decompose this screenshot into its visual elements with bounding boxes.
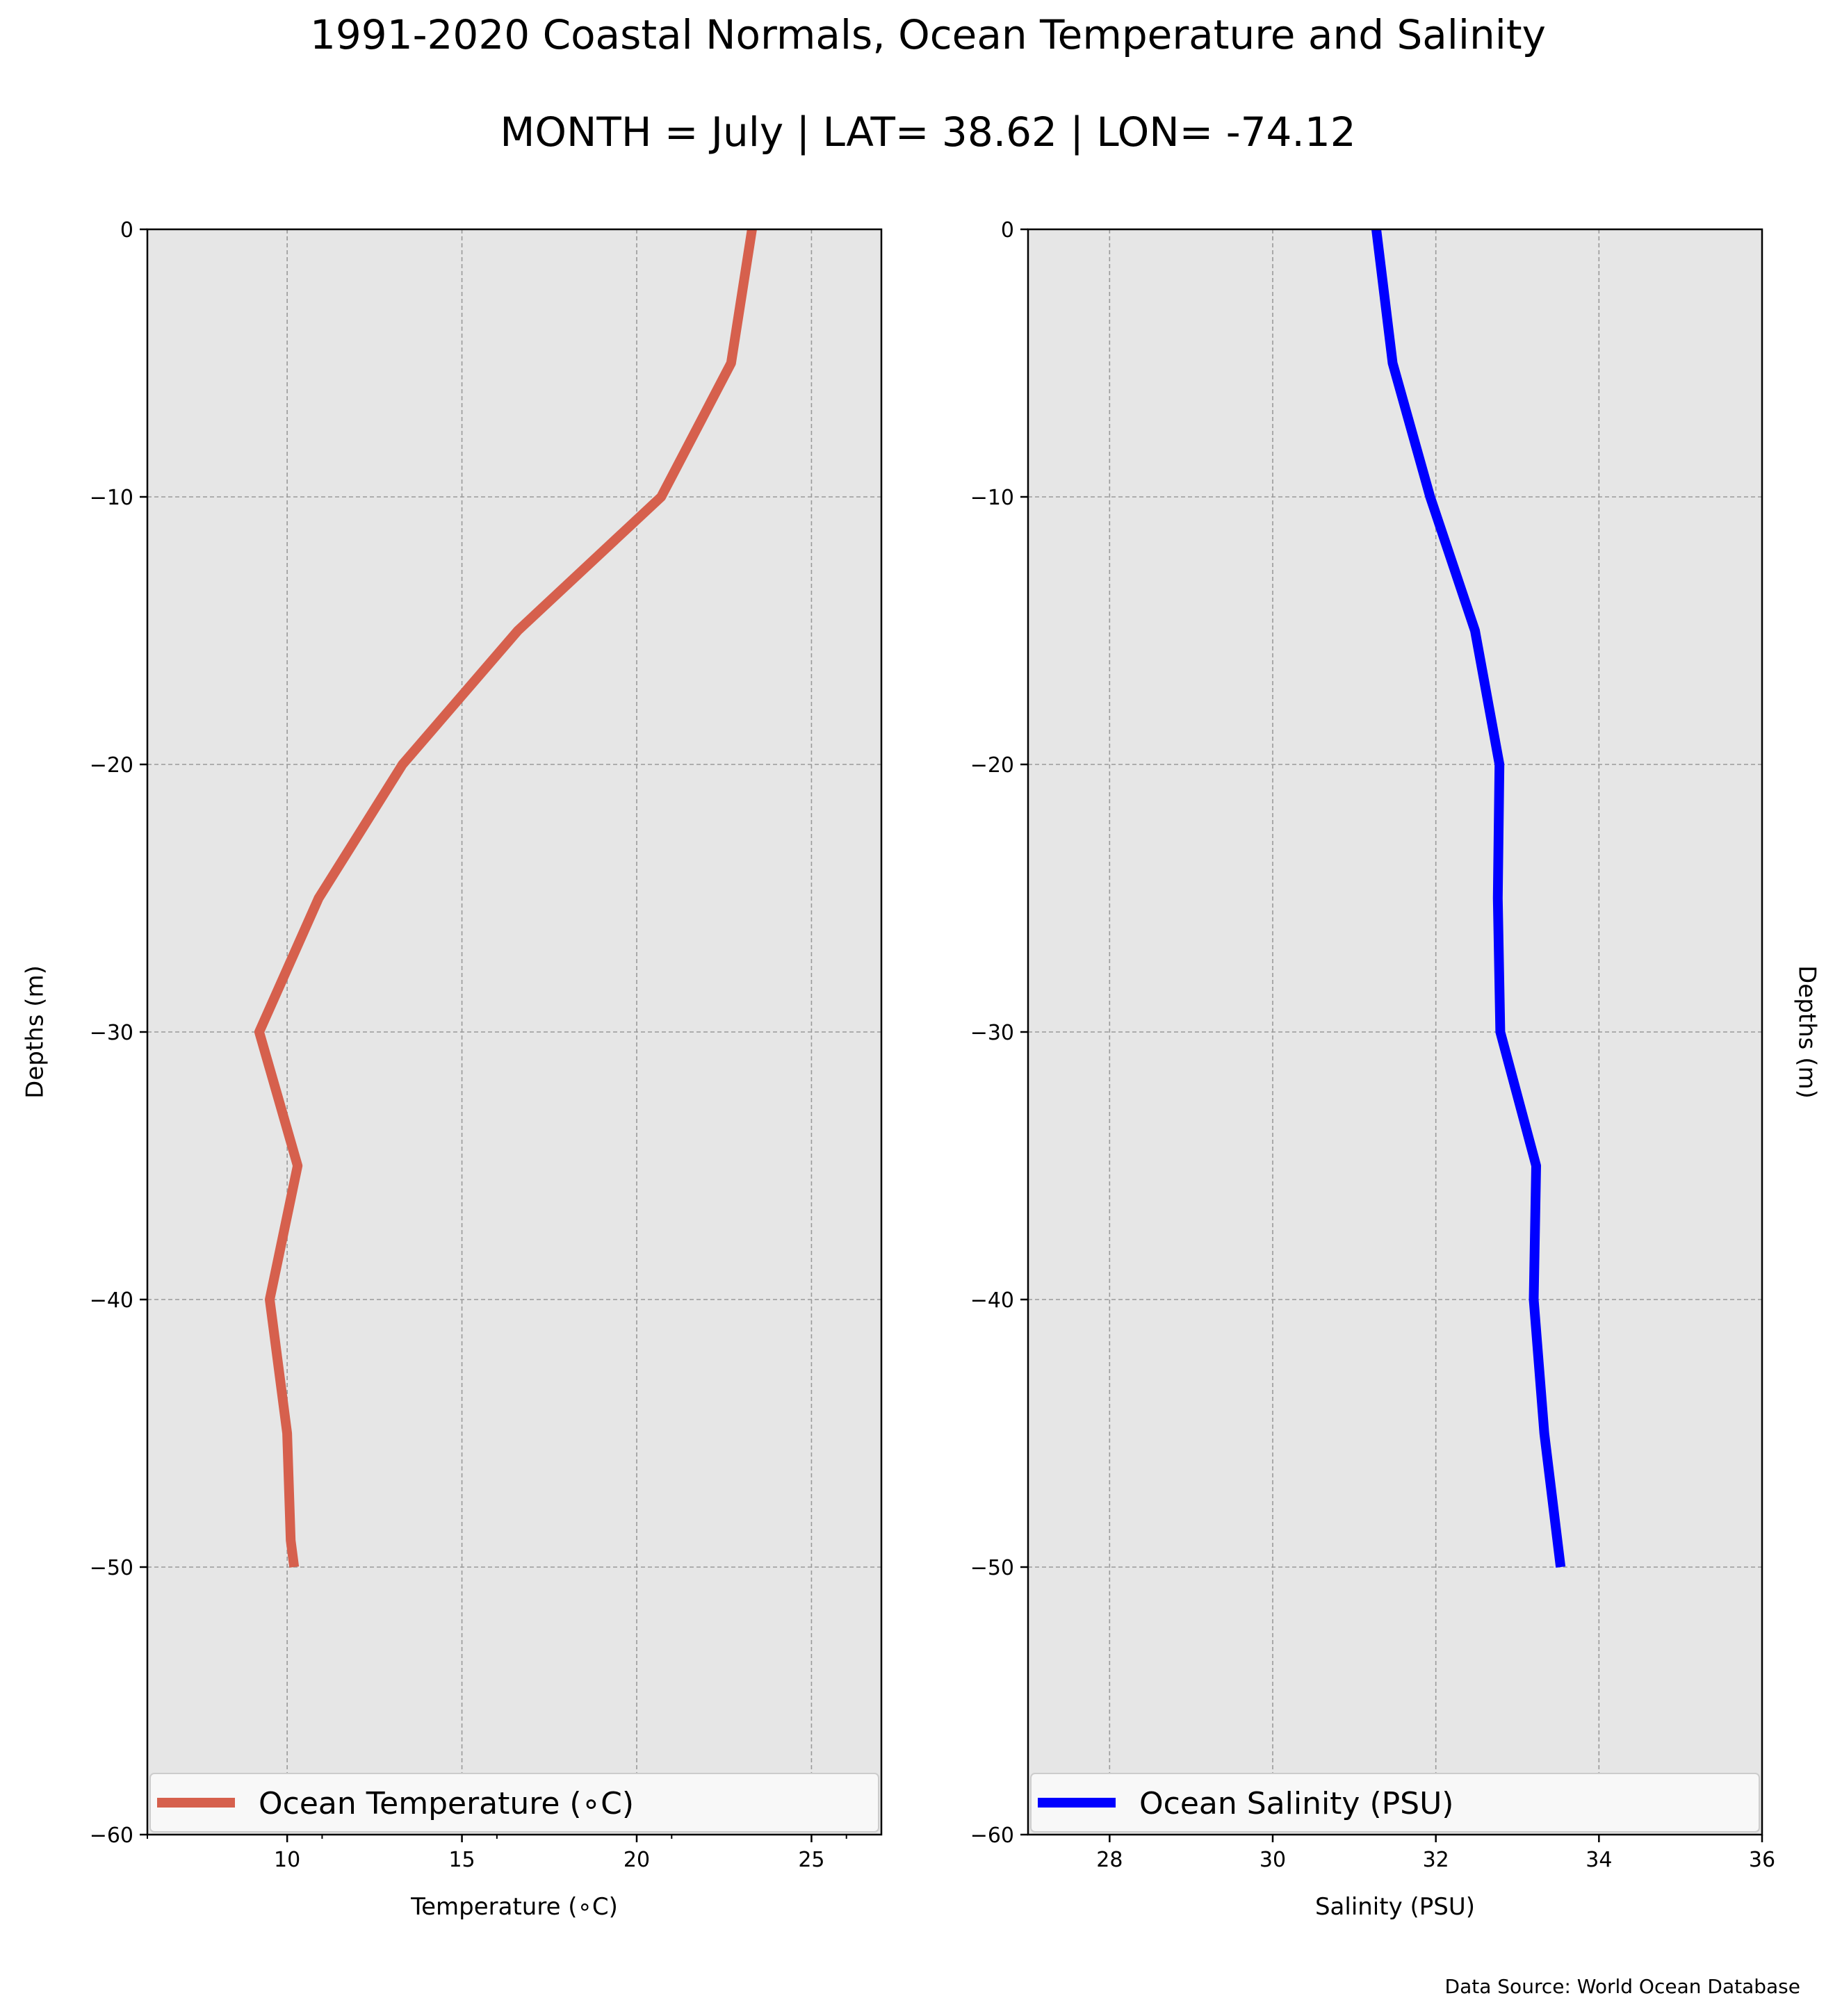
x-tick-label: 25 [798, 1848, 824, 1872]
y-tick-label: −20 [970, 753, 1014, 778]
x-tick-label: 28 [1096, 1848, 1123, 1872]
temperature-panel: Ocean Temperature (∘C) 0 −10 −20 −30 −40 −50 −6… [22, 218, 883, 1921]
legend-label: Ocean Temperature (∘C) [259, 1786, 634, 1821]
y-tick-label: −30 [970, 1021, 1014, 1045]
plot-background [1028, 229, 1762, 1835]
x-axis-label: Salinity (PSU) [1315, 1893, 1475, 1921]
legend-box [149, 1773, 879, 1833]
legend: Ocean Salinity (PSU) [1030, 1773, 1760, 1833]
legend-label: Ocean Salinity (PSU) [1139, 1786, 1453, 1821]
chart-subtitle: MONTH = July | LAT= 38.62 | LON= -74.12 [500, 108, 1355, 156]
x-axis-label: Temperature (∘C) [410, 1893, 618, 1921]
y-tick-label: −10 [970, 486, 1014, 510]
series-line-temperature [254, 228, 757, 1568]
y-tick-label: 0 [120, 218, 133, 243]
y-tick-label: −20 [90, 753, 133, 778]
x-tick-label: 15 [448, 1848, 475, 1872]
x-tick-label: 20 [623, 1848, 650, 1872]
y-tick-label: 0 [1001, 218, 1014, 243]
salinity-panel: Ocean Salinity (PSU) 0 −10 −20 −30 −40 −50 −60 2… [970, 218, 1821, 1921]
data-source-note: Data Source: World Ocean Database [1445, 1975, 1800, 1998]
y-tick-label: −40 [970, 1288, 1014, 1313]
y-axis-label: Depths (m) [22, 965, 49, 1099]
chart-title: 1991-2020 Coastal Normals, Ocean Tempera… [310, 11, 1546, 58]
x-tick-label: 34 [1586, 1848, 1612, 1872]
x-tick-label: 30 [1260, 1848, 1286, 1872]
y-tick-label: −60 [970, 1824, 1014, 1848]
y-tick-label: −30 [90, 1021, 133, 1045]
y-tick-label: −40 [90, 1288, 133, 1313]
legend-box [1030, 1773, 1760, 1833]
y-tick-label: −60 [90, 1824, 133, 1848]
x-tick-label: 10 [274, 1848, 300, 1872]
series-line-salinity [1371, 229, 1566, 1568]
y-tick-label: −50 [90, 1556, 133, 1580]
y-tick-label: −10 [90, 486, 133, 510]
y-tick-label: −50 [970, 1556, 1014, 1580]
x-tick-label: 32 [1423, 1848, 1449, 1872]
y-axis-label: Depths (m) [1793, 965, 1821, 1099]
x-tick-label: 36 [1749, 1848, 1775, 1872]
legend: Ocean Temperature (∘C) [149, 1773, 879, 1833]
